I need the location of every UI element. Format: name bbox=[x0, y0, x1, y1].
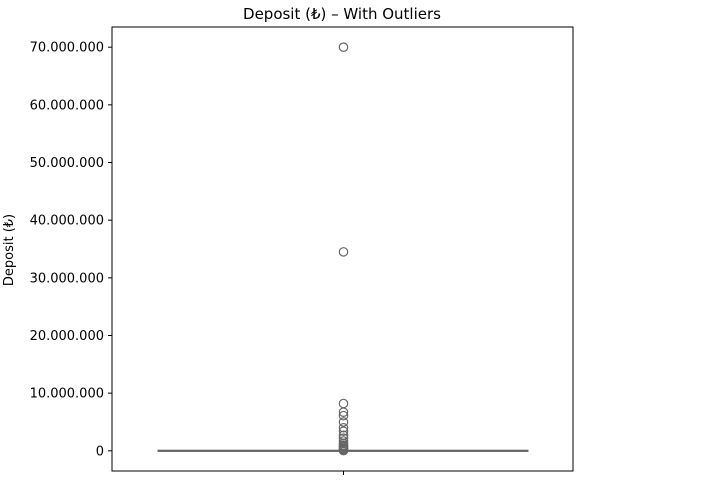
y-axis-label: Deposit (₺) bbox=[2, 214, 17, 286]
outlier-point bbox=[338, 398, 349, 409]
outlier-point bbox=[338, 410, 349, 421]
outlier-point bbox=[338, 426, 349, 437]
plot-frame bbox=[111, 26, 574, 472]
outlier-point bbox=[338, 445, 349, 456]
outlier-point bbox=[338, 422, 349, 433]
y-axis: 0 10.000.000 20.000.000 30.000.000 40.000.00… bbox=[30, 41, 112, 459]
y-tick-label: 60.000.000 bbox=[30, 98, 104, 113]
outlier-point bbox=[338, 417, 349, 427]
y-tick-label: 40.000.000 bbox=[30, 214, 104, 229]
outlier-point bbox=[338, 42, 349, 52]
outlier-point bbox=[338, 407, 349, 417]
y-tick-label: 70.000.000 bbox=[30, 41, 104, 56]
y-tick-label: 10.000.000 bbox=[30, 387, 104, 402]
chart-title: Deposit (₺) – With Outliers bbox=[243, 5, 441, 23]
y-tick-label: 30.000.000 bbox=[30, 271, 104, 286]
outlier-point bbox=[338, 247, 349, 257]
plot-area bbox=[157, 42, 529, 456]
y-tick-label: 50.000.000 bbox=[30, 156, 104, 171]
y-tick-label: 0 bbox=[96, 444, 104, 459]
y-tick-label: 20.000.000 bbox=[30, 329, 104, 344]
